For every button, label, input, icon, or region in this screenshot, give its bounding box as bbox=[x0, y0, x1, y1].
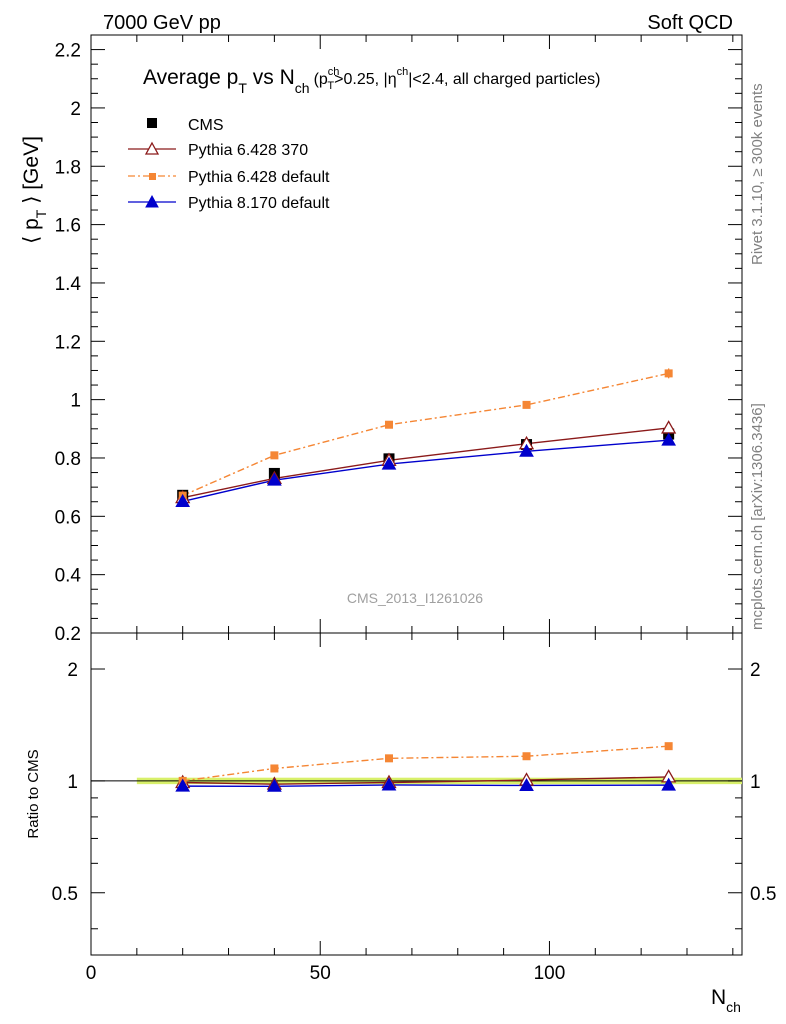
ratio-y-tick-labels: 0.5 0.5 1 1 2 2 bbox=[52, 660, 777, 905]
legend-entry-pythia6-370: Pythia 6.428 370 bbox=[128, 141, 308, 159]
ratio-y-tick-label-right: 0.5 bbox=[750, 884, 776, 905]
main-point-pythia-6-428-default bbox=[384, 420, 393, 429]
legend-marker-pythia8 bbox=[145, 194, 159, 208]
chart-title: Average pT vs Nch (pch T>0.25, |ηch|<2.4, … bbox=[143, 66, 600, 96]
ratio-axis-ticks bbox=[90, 633, 742, 955]
main-y-tick-label: 1.4 bbox=[55, 274, 82, 295]
ratio-point-pythia-8-170-default bbox=[381, 777, 397, 791]
main-point-pythia-8-170-default bbox=[381, 456, 397, 470]
ratio-y-tick-label-left: 2 bbox=[67, 660, 78, 681]
x-tick-label: 50 bbox=[310, 963, 331, 984]
main-y-tick-label: 0.8 bbox=[55, 449, 81, 470]
analysis-watermark: CMS_2013_I1261026 bbox=[347, 590, 483, 606]
main-line-pythia-6-428-370 bbox=[182, 427, 669, 499]
ratio-point-pythia-6-428-default bbox=[384, 754, 393, 763]
ratio-point-pythia-6-428-default bbox=[522, 752, 531, 761]
ratio-series-layer bbox=[175, 742, 677, 792]
ratio-panel: 0.5 0.5 1 1 2 2 0 50 100 Ratio to CMS Nch bbox=[25, 632, 777, 1015]
ratio-point-pythia-8-170-default bbox=[267, 778, 282, 792]
main-y-tick-label: 0.4 bbox=[55, 566, 82, 587]
legend-label-pythia6-default: Pythia 6.428 default bbox=[188, 169, 330, 186]
main-point-pythia-8-170-default bbox=[267, 472, 282, 486]
main-point-pythia-8-170-default bbox=[661, 432, 677, 446]
main-point-pythia-8-170-default bbox=[175, 493, 191, 507]
main-point-pythia-6-428-default bbox=[664, 369, 673, 378]
main-point-pythia-6-428-default bbox=[270, 451, 279, 460]
main-y-tick-label: 1.2 bbox=[55, 332, 81, 353]
ratio-point-pythia-8-170-default bbox=[519, 777, 534, 791]
main-line-pythia-6-428-default bbox=[182, 372, 669, 497]
main-y-tick-label: 0.6 bbox=[55, 507, 81, 528]
ratio-point-pythia-8-170-default bbox=[175, 778, 191, 792]
legend: CMS Pythia 6.428 370 Pythia 6.428 defaul… bbox=[128, 117, 330, 212]
main-y-tick-label: 0.2 bbox=[55, 624, 81, 645]
main-point-pythia-8-170-default bbox=[519, 443, 534, 457]
header-energy-label: 7000 GeV pp bbox=[103, 12, 221, 34]
main-y-tick-label: 2.2 bbox=[55, 41, 81, 62]
legend-entry-pythia6-default: Pythia 6.428 default bbox=[128, 169, 330, 186]
ratio-y-tick-label-right: 1 bbox=[750, 772, 761, 793]
legend-label-cms: CMS bbox=[188, 117, 224, 134]
main-axis-ticks bbox=[90, 34, 742, 634]
ratio-point-pythia-6-428-default bbox=[664, 742, 673, 751]
legend-marker-pythia6-370 bbox=[144, 141, 160, 155]
ratio-plot-frame bbox=[90, 632, 743, 956]
ratio-y-tick-label-left: 0.5 bbox=[52, 884, 78, 905]
ratio-line-pythia-6-428-default bbox=[182, 745, 669, 782]
ratio-point-pythia-8-170-default bbox=[661, 777, 677, 791]
ratio-line-pythia-8-170-default bbox=[182, 784, 669, 788]
x-tick-label: 100 bbox=[534, 963, 566, 984]
main-panel: 0.2 0.4 0.6 0.8 1 1.2 1.4 1.6 1.8 2 2.2 Average pT… bbox=[20, 34, 743, 645]
mcplots-reference-label: mcplots.cern.ch [arXiv:1306.3436] bbox=[749, 403, 766, 630]
main-y-tick-label: 1.8 bbox=[55, 157, 81, 178]
x-tick-label: 0 bbox=[86, 963, 97, 984]
main-y-tick-labels: 0.2 0.4 0.6 0.8 1 1.2 1.4 1.6 1.8 2 2.2 bbox=[55, 41, 82, 645]
ratio-y-tick-label-left: 1 bbox=[67, 772, 78, 793]
main-y-tick-label: 1.6 bbox=[55, 216, 81, 237]
main-line-pythia-8-170-default bbox=[182, 439, 669, 503]
legend-marker-cms bbox=[147, 118, 157, 128]
rivet-version-label: Rivet 3.1.10, ≥ 300k events bbox=[749, 83, 766, 265]
main-series-layer bbox=[175, 368, 677, 507]
legend-marker-pythia6-default bbox=[149, 173, 156, 180]
legend-label-pythia6-370: Pythia 6.428 370 bbox=[188, 142, 308, 159]
ratio-y-tick-label-right: 2 bbox=[750, 660, 761, 681]
main-y-tick-label: 1 bbox=[70, 391, 81, 412]
legend-entry-cms: CMS bbox=[147, 117, 224, 134]
x-axis-label: Nch bbox=[711, 986, 741, 1015]
x-tick-labels: 0 50 100 bbox=[86, 963, 566, 984]
ratio-point-pythia-6-428-default bbox=[270, 764, 279, 773]
main-y-tick-label: 2 bbox=[70, 99, 81, 120]
legend-entry-pythia8: Pythia 8.170 default bbox=[128, 194, 330, 212]
legend-label-pythia8: Pythia 8.170 default bbox=[188, 195, 330, 212]
main-y-axis-label: ⟨ pT ⟩ [GeV] bbox=[20, 136, 49, 244]
main-point-pythia-6-428-default bbox=[522, 400, 531, 409]
main-point-pythia-6-428-370 bbox=[661, 420, 677, 434]
ratio-y-axis-label: Ratio to CMS bbox=[25, 749, 42, 838]
header-category-label: Soft QCD bbox=[647, 12, 733, 34]
